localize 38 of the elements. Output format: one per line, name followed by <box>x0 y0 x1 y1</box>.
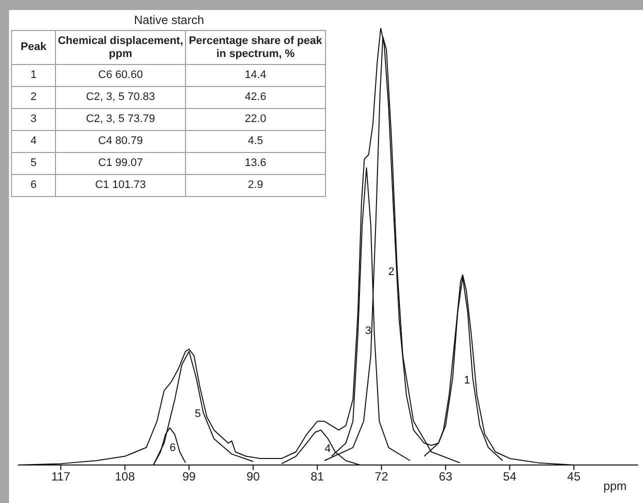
annotation: 4.5 <box>186 130 326 152</box>
x-tick-label: 63 <box>438 470 453 484</box>
series-label: 3 <box>365 325 372 338</box>
annotation: 22.0 <box>186 108 326 130</box>
annotation: 42.6 <box>186 86 326 108</box>
x-tick-label: 117 <box>51 470 71 484</box>
annotation: 6 <box>12 174 56 196</box>
annotation: 1 <box>12 64 56 86</box>
annotation: Peak <box>12 30 56 64</box>
annotation: 4 <box>12 130 56 152</box>
annotation: C2, 3, 5 73.79 <box>56 108 186 130</box>
annotation: Chemical displacement, ppm <box>56 30 186 64</box>
annotation: 13.6 <box>186 152 326 174</box>
x-tick-label: 108 <box>114 470 136 484</box>
annotation: 3 <box>12 108 56 130</box>
annotation: C1 99.07 <box>56 152 186 174</box>
chart-title: Native starch <box>132 12 206 29</box>
x-tick-label: 72 <box>374 470 388 484</box>
annotation: 2 <box>12 86 56 108</box>
series-label: 5 <box>194 408 201 420</box>
series-label: 2 <box>388 266 394 278</box>
annotation: C1 101.73 <box>56 174 186 196</box>
annotation: 5 <box>12 152 56 174</box>
x-tick-label: 99 <box>182 470 196 484</box>
x-tick-label: 81 <box>310 470 324 484</box>
x-tick-label: 45 <box>567 470 581 484</box>
annotation: 2.9 <box>186 174 326 196</box>
x-tick-label: 54 <box>503 470 517 484</box>
annotation: C4 80.79 <box>56 130 186 152</box>
series-label: 1 <box>464 374 470 386</box>
annotation: Percentage share of peak in spectrum, % <box>186 30 326 64</box>
annotation: 14.4 <box>186 64 326 86</box>
series-label: 4 <box>324 443 331 456</box>
x-axis-title: ppm <box>603 479 627 493</box>
annotation: C2, 3, 5 70.83 <box>56 86 186 108</box>
x-tick-label: 90 <box>246 470 260 484</box>
series-label: 6 <box>170 442 176 454</box>
annotation: C6 60.60 <box>56 64 186 86</box>
